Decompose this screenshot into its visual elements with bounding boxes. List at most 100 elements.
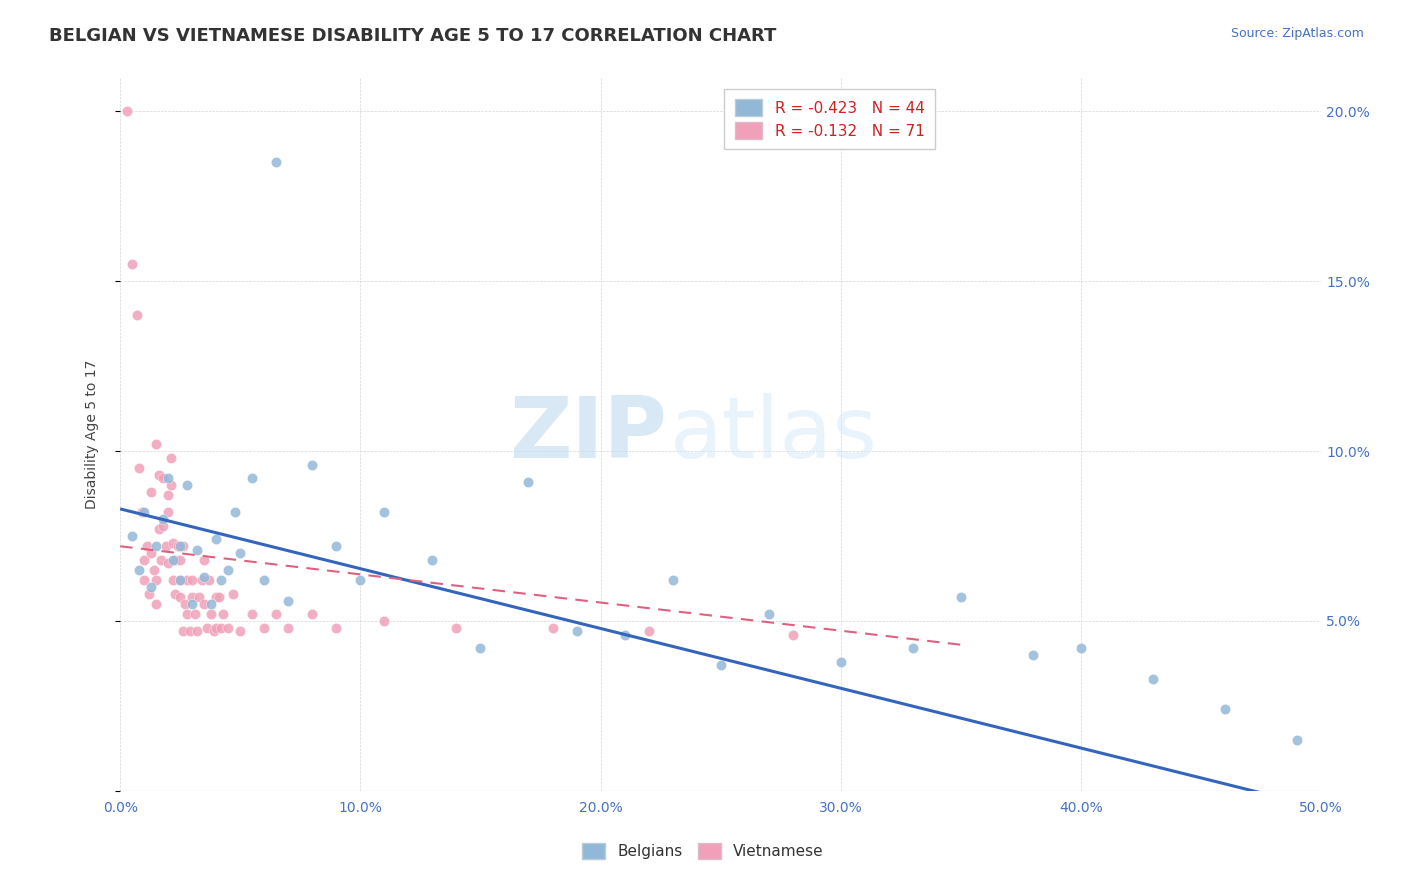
Point <box>901 641 924 656</box>
Point <box>141 580 163 594</box>
Point <box>141 484 163 499</box>
Point <box>200 597 222 611</box>
Point <box>202 624 225 639</box>
Point <box>205 533 228 547</box>
Point <box>169 573 191 587</box>
Point <box>152 471 174 485</box>
Y-axis label: Disability Age 5 to 17: Disability Age 5 to 17 <box>86 359 100 508</box>
Point <box>186 542 208 557</box>
Point <box>229 546 252 560</box>
Point <box>183 607 205 622</box>
Point <box>135 539 157 553</box>
Point <box>152 512 174 526</box>
Point <box>159 478 181 492</box>
Point <box>166 539 188 553</box>
Point <box>1022 648 1045 662</box>
Point <box>169 539 191 553</box>
Point <box>181 597 204 611</box>
Point <box>195 621 218 635</box>
Point <box>470 641 492 656</box>
Point <box>661 573 683 587</box>
Point <box>145 573 167 587</box>
Point <box>128 563 150 577</box>
Point <box>141 546 163 560</box>
Point <box>157 488 180 502</box>
Point <box>138 587 160 601</box>
Point <box>209 621 232 635</box>
Point <box>193 570 215 584</box>
Point <box>373 505 395 519</box>
Point <box>349 573 371 587</box>
Point <box>155 539 177 553</box>
Point <box>325 621 347 635</box>
Point <box>217 621 239 635</box>
Point <box>159 450 181 465</box>
Point <box>145 539 167 553</box>
Point <box>193 553 215 567</box>
Point <box>240 471 263 485</box>
Point <box>131 505 153 519</box>
Text: atlas: atlas <box>671 392 879 475</box>
Point <box>1213 702 1236 716</box>
Point <box>134 505 156 519</box>
Point <box>637 624 659 639</box>
Point <box>301 607 323 622</box>
Point <box>142 563 165 577</box>
Point <box>830 655 852 669</box>
Text: BELGIAN VS VIETNAMESE DISABILITY AGE 5 TO 17 CORRELATION CHART: BELGIAN VS VIETNAMESE DISABILITY AGE 5 T… <box>49 27 776 45</box>
Point <box>191 573 214 587</box>
Point <box>121 529 143 543</box>
Point <box>152 519 174 533</box>
Point <box>217 563 239 577</box>
Point <box>117 104 139 119</box>
Point <box>224 505 246 519</box>
Point <box>229 624 252 639</box>
Point <box>176 607 198 622</box>
Point <box>128 461 150 475</box>
Point <box>949 591 972 605</box>
Point <box>1070 641 1092 656</box>
Point <box>172 624 194 639</box>
Point <box>541 621 564 635</box>
Point <box>205 621 228 635</box>
Text: ZIP: ZIP <box>509 392 666 475</box>
Point <box>240 607 263 622</box>
Point <box>179 624 201 639</box>
Point <box>193 597 215 611</box>
Point <box>325 539 347 553</box>
Legend: R = -0.423   N = 44, R = -0.132   N = 71: R = -0.423 N = 44, R = -0.132 N = 71 <box>724 88 935 150</box>
Point <box>782 627 804 641</box>
Point <box>198 573 221 587</box>
Point <box>134 573 156 587</box>
Point <box>165 587 187 601</box>
Point <box>186 624 208 639</box>
Point <box>264 155 287 169</box>
Point <box>181 573 204 587</box>
Point <box>253 621 276 635</box>
Point <box>169 591 191 605</box>
Point <box>134 553 156 567</box>
Point <box>145 437 167 451</box>
Point <box>162 573 184 587</box>
Point <box>277 621 299 635</box>
Point <box>253 573 276 587</box>
Point <box>121 257 143 271</box>
Point <box>162 536 184 550</box>
Point <box>1142 672 1164 686</box>
Point <box>200 607 222 622</box>
Point <box>207 591 229 605</box>
Point <box>145 597 167 611</box>
Point <box>613 627 636 641</box>
Point <box>149 553 172 567</box>
Point <box>446 621 468 635</box>
Point <box>157 556 180 570</box>
Point <box>264 607 287 622</box>
Point <box>176 573 198 587</box>
Point <box>176 478 198 492</box>
Point <box>565 624 588 639</box>
Point <box>148 467 170 482</box>
Point <box>212 607 235 622</box>
Point <box>162 553 184 567</box>
Point <box>1286 732 1309 747</box>
Point <box>422 553 444 567</box>
